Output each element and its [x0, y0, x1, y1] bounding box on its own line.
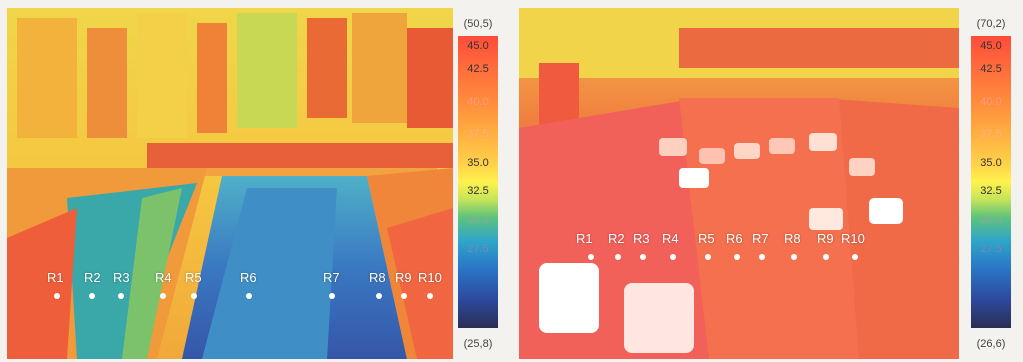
- left-scale-tick-5: 32.5: [467, 185, 489, 197]
- left-scale-tick-7: 27.5: [467, 243, 489, 255]
- right-scale-tick-0: 45.0: [980, 40, 1002, 52]
- left-dot-r5: [191, 293, 197, 299]
- right-label-r5: R5: [698, 231, 715, 246]
- right-thermal-panel: R1 R2 R3 R4 R5 R6 R7 R8 R9 R10 (70,2) 45…: [505, 0, 1023, 362]
- right-thermal-scene: [519, 8, 959, 359]
- left-color-scale: [458, 36, 498, 328]
- left-dot-r4: [160, 293, 166, 299]
- right-dot-r6: [734, 254, 740, 260]
- left-label-r10: R10: [418, 270, 442, 285]
- right-label-r1: R1: [576, 231, 593, 246]
- right-scale-tick-4: 35.0: [980, 157, 1002, 169]
- left-dot-r2: [89, 293, 95, 299]
- right-label-r7: R7: [752, 231, 769, 246]
- left-dot-r7: [329, 293, 335, 299]
- left-scale-min: (25,8): [463, 338, 493, 350]
- left-label-r3: R3: [113, 270, 130, 285]
- right-label-r6: R6: [726, 231, 743, 246]
- left-scale-tick-0: 45.0: [467, 40, 489, 52]
- right-dot-r2: [615, 254, 621, 260]
- right-label-r3: R3: [633, 231, 650, 246]
- right-dot-r1: [588, 254, 594, 260]
- left-thermal-panel: R1 R2 R3 R4 R5 R6 R7 R8 R9 R10 (50,5) 45…: [0, 0, 505, 362]
- left-label-r5: R5: [185, 270, 202, 285]
- right-thermal-image: R1 R2 R3 R4 R5 R6 R7 R8 R9 R10: [519, 8, 959, 359]
- left-label-r7: R7: [323, 270, 340, 285]
- right-scale-tick-7: 27.5: [980, 243, 1002, 255]
- right-label-r2: R2: [608, 231, 625, 246]
- right-label-r8: R8: [784, 231, 801, 246]
- left-scale-tick-1: 42.5: [467, 63, 489, 75]
- right-dot-r8: [791, 254, 797, 260]
- right-dot-r7: [759, 254, 765, 260]
- right-label-r4: R4: [662, 231, 679, 246]
- right-scale-max: (70,2): [976, 18, 1006, 30]
- left-scale-max: (50,5): [463, 18, 493, 30]
- left-dot-r6: [246, 293, 252, 299]
- left-dot-r8: [376, 293, 382, 299]
- left-thermal-image: R1 R2 R3 R4 R5 R6 R7 R8 R9 R10: [7, 8, 453, 359]
- right-scale-tick-5: 32.5: [980, 185, 1002, 197]
- left-label-r6: R6: [240, 270, 257, 285]
- right-dot-r3: [640, 254, 646, 260]
- right-scale-tick-2: 40.0: [980, 96, 1002, 108]
- left-dot-r3: [118, 293, 124, 299]
- right-dot-r5: [705, 254, 711, 260]
- left-label-r9: R9: [395, 270, 412, 285]
- left-label-r4: R4: [155, 270, 172, 285]
- right-scale-tick-3: 37.5: [980, 128, 1002, 140]
- left-scale-tick-2: 40.0: [467, 96, 489, 108]
- right-dot-r9: [823, 254, 829, 260]
- left-scale-tick-6: 30.0: [467, 214, 489, 226]
- left-dot-r9: [401, 293, 407, 299]
- right-scale-tick-1: 42.5: [980, 63, 1002, 75]
- right-scale-tick-6: 30.0: [980, 214, 1002, 226]
- right-scale-min: (26,6): [976, 338, 1006, 350]
- right-label-r10: R10: [841, 231, 865, 246]
- left-scale-tick-4: 35.0: [467, 157, 489, 169]
- left-dot-r10: [427, 293, 433, 299]
- right-dot-r10: [852, 254, 858, 260]
- left-scale-tick-3: 37.5: [467, 128, 489, 140]
- right-dot-r4: [670, 254, 676, 260]
- left-label-r8: R8: [369, 270, 386, 285]
- left-dot-r1: [54, 293, 60, 299]
- left-thermal-scene: [7, 8, 453, 359]
- left-label-r1: R1: [47, 270, 64, 285]
- right-label-r9: R9: [817, 231, 834, 246]
- right-color-scale: [971, 36, 1011, 328]
- left-label-r2: R2: [84, 270, 101, 285]
